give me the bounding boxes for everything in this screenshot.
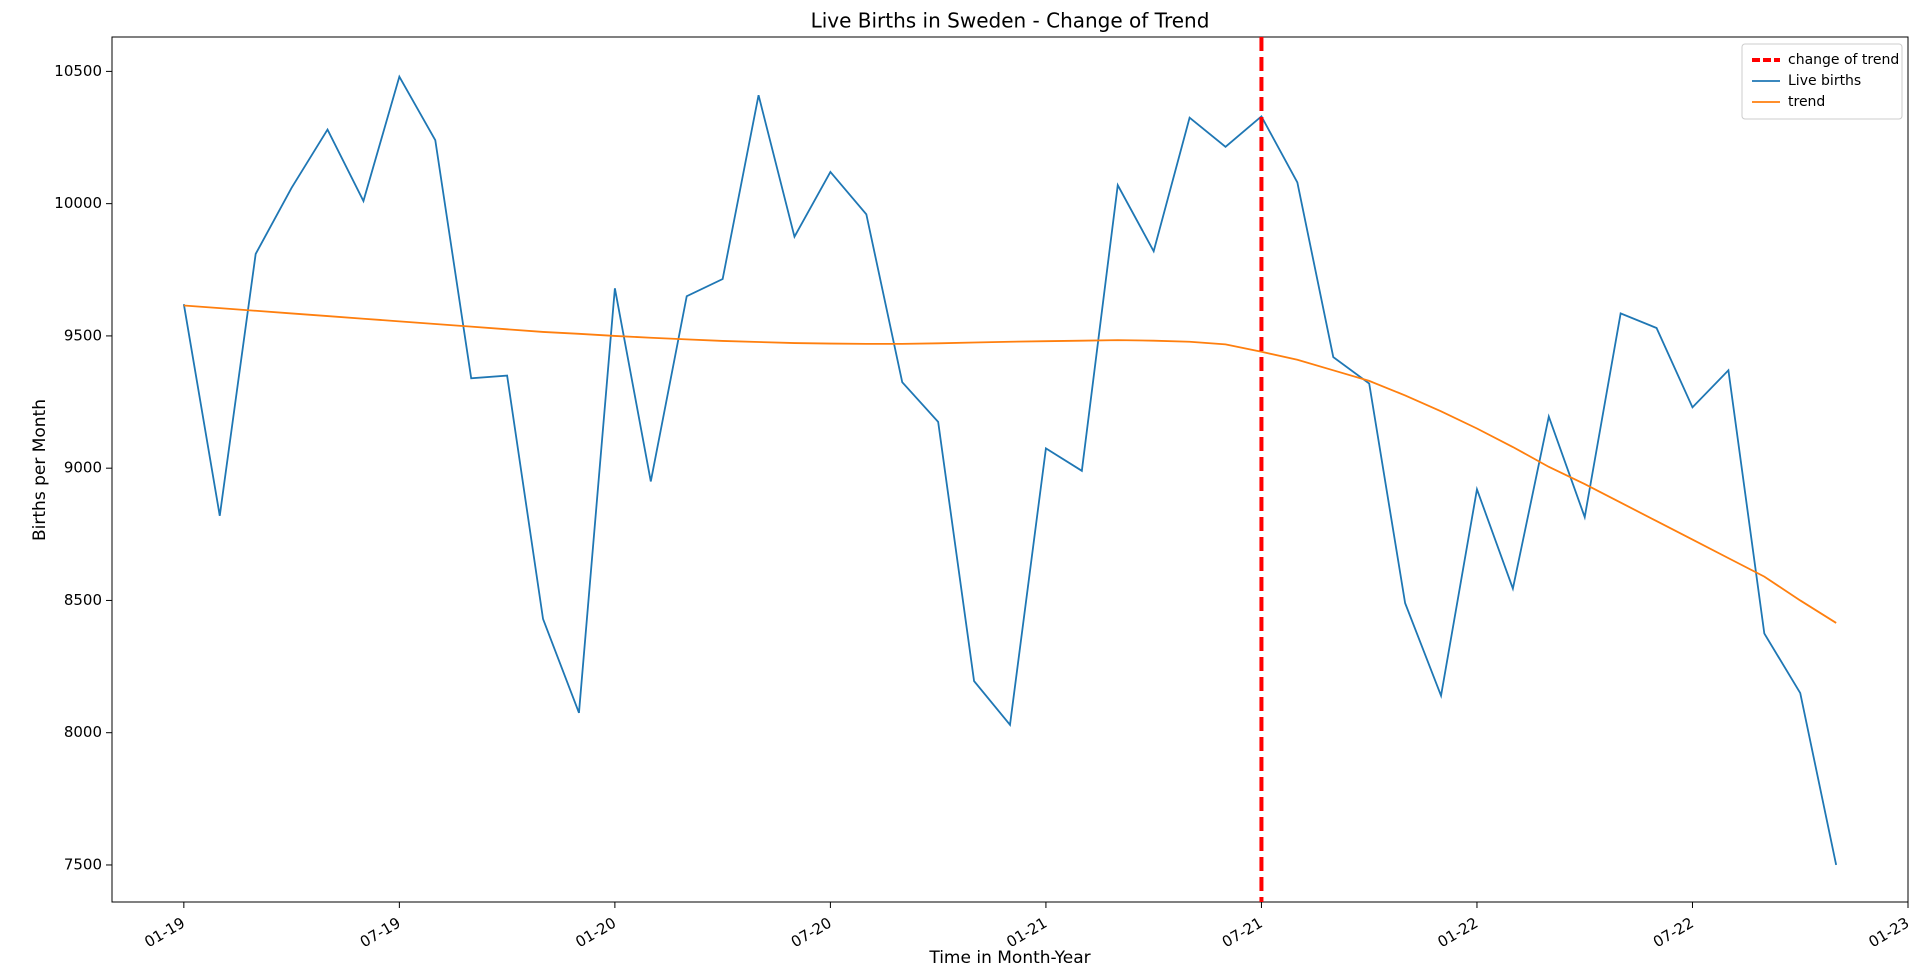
- series-line: [182, 74, 1838, 866]
- y-tick-label: 9000: [64, 459, 102, 477]
- chart-title: Live Births in Sweden - Change of Trend: [811, 9, 1210, 33]
- x-tick-label: 01-21: [1003, 914, 1050, 951]
- legend: change of trend Live births trend: [1741, 43, 1903, 120]
- y-tick-label: 10000: [54, 194, 102, 212]
- x-tick-label: 07-21: [1219, 914, 1266, 951]
- y-tick-label: 7500: [64, 855, 102, 873]
- x-tick-label: 01-20: [572, 914, 619, 951]
- x-tick-label: 07-20: [788, 914, 835, 951]
- y-axis-label: Births per Month: [30, 399, 50, 541]
- y-tick-label: 8500: [64, 591, 102, 609]
- series-line: [183, 304, 1837, 624]
- y-tick-label: 9500: [64, 326, 102, 344]
- plot-frame: [111, 36, 1909, 903]
- x-tick-label: 07-19: [357, 914, 404, 951]
- legend-box: [1741, 43, 1903, 120]
- x-tick-label: 01-22: [1434, 914, 1481, 951]
- x-tick-label: 01-23: [1865, 914, 1912, 951]
- x-tick-label: 07-22: [1650, 914, 1697, 951]
- legend-label: trend: [1788, 94, 1825, 110]
- legend-label: change of trend: [1788, 52, 1899, 68]
- y-tick-label: 8000: [64, 723, 102, 741]
- x-axis-label: Time in Month-Year: [928, 948, 1090, 968]
- y-tick-label: 10500: [54, 62, 102, 80]
- legend-label: Live births: [1788, 73, 1861, 89]
- x-tick-label: 01-19: [141, 914, 188, 951]
